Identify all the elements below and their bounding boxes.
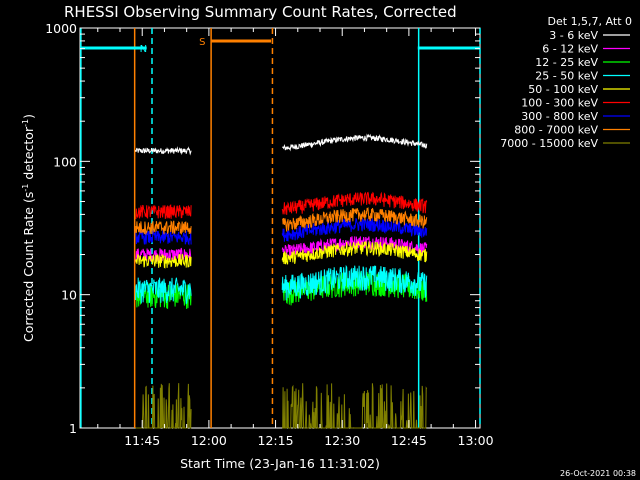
y-tick-label: 1000 (45, 21, 77, 36)
series-line-3-6-kev (135, 133, 428, 156)
y-tick-label: 100 (53, 154, 77, 169)
chart-title: RHESSI Observing Summary Count Rates, Co… (64, 3, 457, 21)
series-line-800-7000-kev (135, 206, 428, 235)
y-tick-label: 10 (61, 288, 77, 303)
timestamp: 26-Oct-2021 00:38 (560, 469, 636, 478)
x-axis-label: Start Time (23-Jan-16 11:31:02) (180, 456, 380, 471)
plot-area: NS (80, 28, 481, 429)
legend-label-3-6-kev: 3 - 6 keV (549, 29, 598, 42)
legend-header: Det 1,5,7, Att 0 (548, 15, 632, 28)
series-line-50-100-kev (135, 241, 428, 269)
legend-label-800-7000-kev: 800 - 7000 keV (514, 124, 598, 137)
legend-label-6-12-kev: 6 - 12 keV (542, 43, 598, 56)
series-line-100-300-kev (135, 191, 428, 220)
y-axis-label-main: Corrected Count Rate (s (21, 192, 36, 342)
saa-label: S (199, 37, 205, 48)
legend-label-25-50-kev: 25 - 50 keV (535, 70, 598, 83)
x-tick-label: 12:45 (391, 433, 427, 448)
x-tick-label: 12:00 (191, 433, 227, 448)
x-tick-label: 13:00 (458, 433, 494, 448)
night-label: N (140, 44, 147, 55)
series-line-300-800-kev (135, 218, 428, 246)
legend-label-12-25-kev: 12 - 25 keV (535, 56, 598, 69)
axes: 11:45 12:00 12:15 12:30 12:45 13:00 1 10 100 1000 (45, 21, 493, 448)
y-axis-label-end: ) (21, 114, 36, 119)
y-axis-label-sup1: -1 (21, 184, 30, 192)
legend-label-100-300-kev: 100 - 300 keV (521, 97, 598, 110)
x-tick-label: 12:30 (324, 433, 360, 448)
x-tick-label: 11:45 (124, 433, 160, 448)
y-axis-label: Corrected Count Rate (s-1 detector-1) (21, 114, 36, 342)
legend-label-300-800-kev: 300 - 800 keV (521, 110, 598, 123)
x-tick-label: 12:15 (258, 433, 294, 448)
y-axis-label-mid: detector (21, 126, 36, 184)
legend-label-50-100-kev: 50 - 100 keV (528, 83, 598, 96)
series-line-25-50-kev (135, 264, 428, 305)
y-tick-label: 1 (69, 421, 77, 436)
series-line-7000-15000-kev (135, 383, 428, 429)
legend-label-7000-15000-kev: 7000 - 15000 keV (500, 137, 598, 150)
y-axis-label-sup2: -1 (21, 119, 30, 127)
